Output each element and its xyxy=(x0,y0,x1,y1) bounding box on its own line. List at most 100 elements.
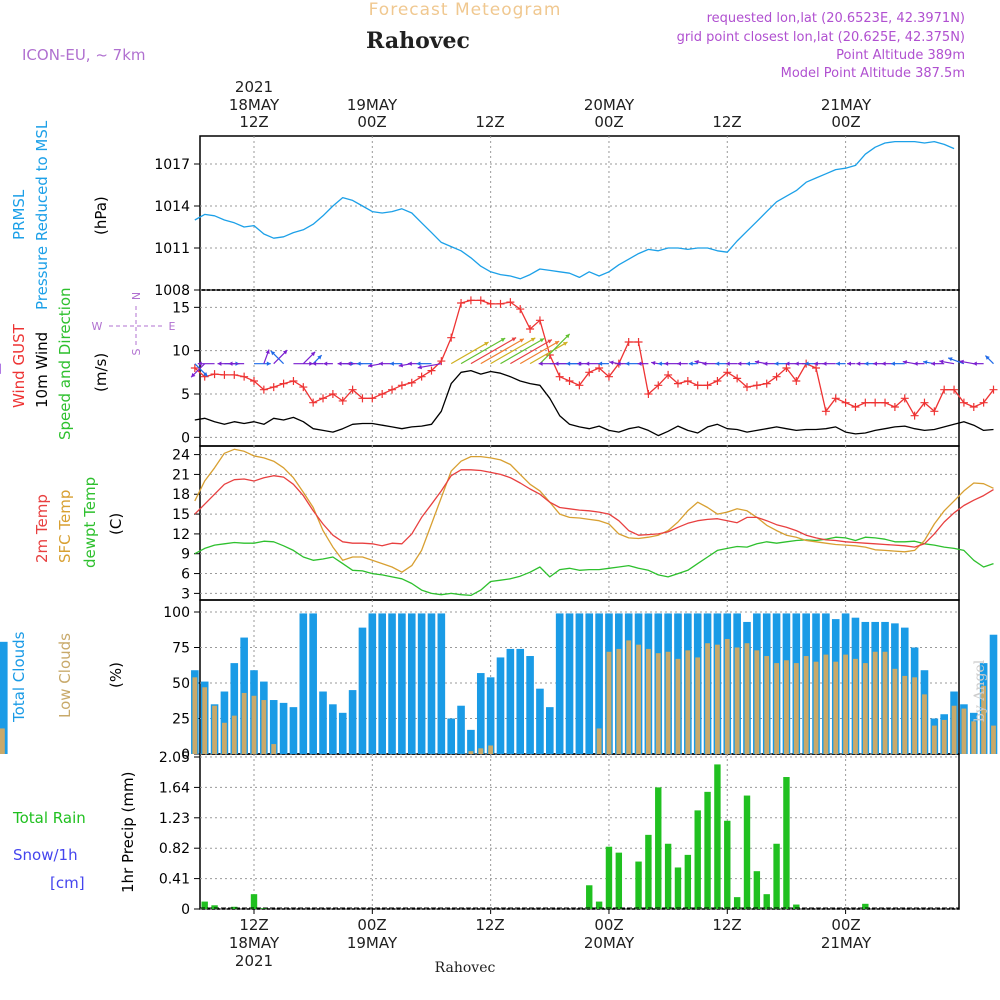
wind-arrow xyxy=(470,337,517,365)
gust-marker xyxy=(457,299,466,307)
low-cloud-bar xyxy=(606,651,612,754)
gust-marker xyxy=(476,296,485,305)
low-cloud-bar xyxy=(951,705,957,754)
total-cloud-bar xyxy=(585,613,594,754)
bottom-label-19may: 19MAY xyxy=(347,934,398,952)
model-altitude: Model Point Altitude 387.5m xyxy=(781,66,965,81)
gust-marker xyxy=(752,381,761,390)
bottom-label-20may: 20MAY xyxy=(584,934,635,952)
low-cloud-bar xyxy=(813,661,819,754)
low-cloud-bar xyxy=(202,687,208,754)
total-clouds-label: Total Clouds xyxy=(10,631,28,723)
gust-marker xyxy=(210,370,219,379)
total-cloud-bar xyxy=(595,613,603,754)
temp-ytick-label-1: 6 xyxy=(181,567,190,583)
gust-marker xyxy=(269,383,278,392)
cloud-ytick-label-4: 100 xyxy=(163,605,190,621)
low-cloud-bar xyxy=(231,715,237,754)
low-cloud-bar xyxy=(971,721,977,754)
wind-arrow-head xyxy=(794,361,799,366)
low-cloud-bar xyxy=(478,748,484,754)
precip-ytick-label-1: 0.41 xyxy=(159,872,190,888)
wind-arrow-head xyxy=(367,363,373,368)
wind-dir-label: Speed and Direction xyxy=(56,287,74,440)
wind-arrow-head xyxy=(913,361,918,366)
gust-marker xyxy=(397,381,406,390)
low-cloud-bar xyxy=(793,663,799,754)
wind-arrow xyxy=(500,337,545,365)
rain-bar xyxy=(211,905,218,909)
wind-arrow-head xyxy=(282,350,288,355)
total-cloud-bar xyxy=(309,613,317,754)
rain-bar xyxy=(743,795,751,909)
gust-marker xyxy=(368,394,377,403)
bottom-label-00z-c: 00Z xyxy=(831,916,860,934)
total-cloud-bar xyxy=(299,613,308,754)
wind-arrow-head xyxy=(309,361,314,366)
wind-arrow-head xyxy=(664,361,669,366)
gust-marker xyxy=(940,385,949,394)
total-cloud-bar xyxy=(575,613,584,754)
precip-ytick-label-2: 0.82 xyxy=(159,841,190,857)
wind-arrow-head xyxy=(864,361,869,366)
low-cloud-bar xyxy=(695,657,701,754)
wind-arrow xyxy=(519,340,560,365)
low-cloud-bar xyxy=(271,744,277,754)
total-cloud-bar xyxy=(398,613,406,754)
total-cloud-bar xyxy=(319,691,327,754)
low-cloud-bar xyxy=(665,651,671,754)
total-cloud-bar xyxy=(417,613,426,754)
low-cloud-bar xyxy=(754,650,760,754)
top-label-20may: 20MAY xyxy=(584,96,635,114)
wind-arrow-head xyxy=(310,351,316,357)
low-cloud-bar xyxy=(212,705,217,754)
gust-marker xyxy=(358,394,367,403)
pressure-ytick-label-1: 1011 xyxy=(154,241,190,257)
gust-marker xyxy=(713,377,722,385)
gust-marker xyxy=(644,390,653,398)
temp-ytick-label-6: 21 xyxy=(172,467,190,483)
gust-marker xyxy=(673,379,682,388)
gust-marker xyxy=(634,338,643,346)
grid-layer: 1008 1011 1014 1017 0 5 10 15 3 6 9 12 15 18 21 24 0 25 50… xyxy=(154,136,959,918)
low-cloud-bar xyxy=(843,654,848,754)
rain-bar xyxy=(704,791,711,909)
rain-bar xyxy=(586,885,593,909)
temp-ytick-label-3: 12 xyxy=(172,527,190,543)
wind-arrow-head xyxy=(337,361,342,366)
precip-ytick-label-4: 1.64 xyxy=(159,780,190,796)
wind-arrow-head xyxy=(822,361,827,366)
cloud-unit: (%) xyxy=(107,662,125,688)
wind-arrow-head xyxy=(547,339,552,344)
wind-arrow-head xyxy=(398,363,404,368)
wind-arrow-head xyxy=(625,361,630,366)
gust-marker xyxy=(772,372,781,381)
wind-arrow-head xyxy=(228,361,233,366)
bottom-label-00z-a: 00Z xyxy=(357,916,386,934)
low-cloud-bar xyxy=(922,694,927,754)
wind-arrow-head xyxy=(774,361,779,366)
total-cloud-bar xyxy=(565,613,574,754)
gust-marker xyxy=(240,372,249,381)
rain-bar xyxy=(763,894,770,909)
bottom-label-00z-b: 00Z xyxy=(594,916,623,934)
low-cloud-bar xyxy=(912,677,918,754)
gust-marker xyxy=(841,398,850,407)
low-cloud-bar xyxy=(961,708,967,754)
wind-arrow-head xyxy=(902,360,908,365)
total-cloud-bar xyxy=(230,663,239,754)
top-time-labels: 2021 18MAY 12Z 19MAY 00Z 12Z 20MAY 00Z 1… xyxy=(229,78,872,131)
wind-arrow-head xyxy=(873,361,877,366)
total-cloud-bar xyxy=(348,690,357,754)
wind-arrow-head xyxy=(923,360,928,365)
low-cloud-bar xyxy=(261,700,267,754)
low-cloud-bar xyxy=(636,644,641,754)
top-label-00z-c: 00Z xyxy=(831,113,860,131)
low-cloud-bar xyxy=(646,648,651,754)
wind-arrow-head xyxy=(881,361,886,366)
pressure-msl-label: Pressure Reduced to MSL xyxy=(33,120,51,310)
snow-label: Snow/1h xyxy=(13,846,78,864)
wind-arrow-head xyxy=(651,360,656,366)
wind-arrow-head xyxy=(500,338,506,343)
low-clouds-label: Low Clouds xyxy=(56,633,74,718)
